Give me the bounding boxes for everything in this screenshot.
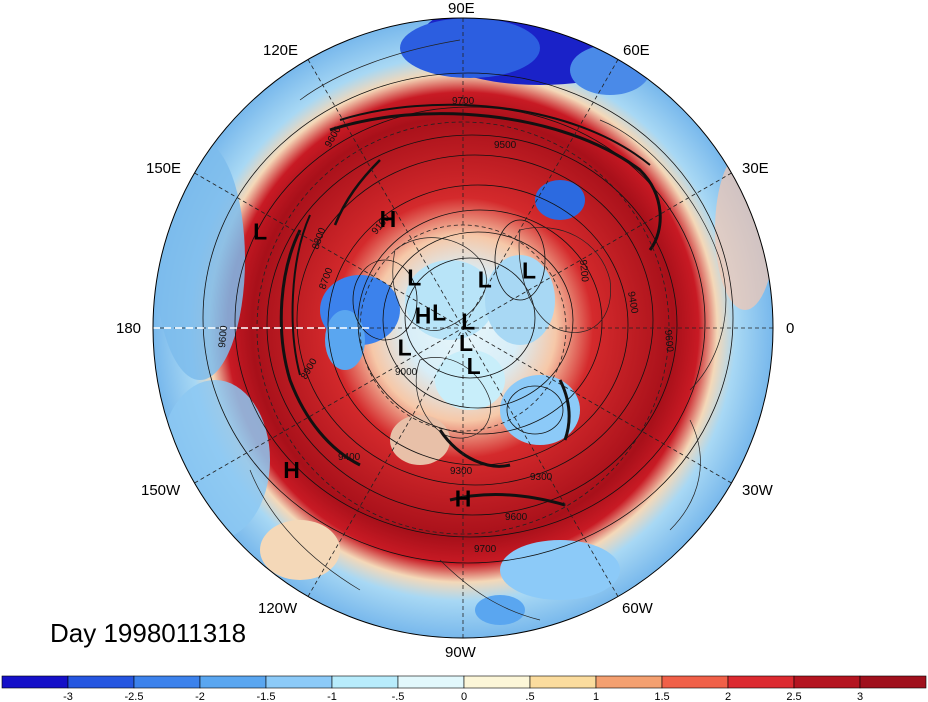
lon-label-120w: 120W <box>258 600 298 617</box>
lon-label-0: 0 <box>786 320 794 337</box>
colorbar-tick-label: 3 <box>857 691 863 702</box>
high-pressure-marker: H <box>415 302 432 328</box>
colorbar-tick-label: -2.5 <box>125 691 144 702</box>
lon-label-90e: 90E <box>448 0 475 17</box>
colorbar-tick-label: -.5 <box>392 691 405 702</box>
colorbar-swatch <box>595 675 663 689</box>
contour-label: 9200 <box>577 259 590 283</box>
height-contours <box>202 72 734 564</box>
colorbar-swatch <box>331 675 399 689</box>
colorbar-tick-label: -3 <box>63 691 73 702</box>
contour-label: 9000 <box>395 367 418 378</box>
colorbar-tick-label: 1.5 <box>654 691 669 702</box>
colorbar-tick-label: 2.5 <box>786 691 801 702</box>
contour-label: 9400 <box>338 452 361 463</box>
high-pressure-marker: H <box>380 206 397 232</box>
colorbar-tick-label: 0 <box>461 691 467 702</box>
low-pressure-marker: L <box>522 258 536 284</box>
colorbar-swatch <box>793 675 861 689</box>
contour-label: 9600 <box>662 329 675 353</box>
lon-label-30w: 30W <box>742 482 774 499</box>
colorbar-tick-label: -1 <box>327 691 337 702</box>
low-pressure-marker: L <box>407 264 421 290</box>
low-pressure-marker: L <box>467 353 481 379</box>
colorbar-swatch <box>661 675 729 689</box>
colorbar-tick-label: .5 <box>525 691 534 702</box>
colorbar-tick-label: 2 <box>725 691 731 702</box>
colorbar-swatch <box>859 675 927 689</box>
colorbar-swatch <box>67 675 135 689</box>
map-boundary <box>152 17 774 639</box>
low-pressure-marker: L <box>432 299 446 325</box>
colorbar-swatch <box>133 675 201 689</box>
contour-label: 9700 <box>452 96 475 107</box>
low-pressure-marker: L <box>461 309 475 335</box>
low-pressure-marker: L <box>459 330 473 356</box>
low-pressure-marker: L <box>398 334 412 360</box>
colorbar-swatch <box>727 675 795 689</box>
lon-label-60w: 60W <box>622 600 654 617</box>
colorbar-swatch <box>529 675 597 689</box>
high-pressure-marker: H <box>455 485 472 511</box>
colorbar-swatch <box>265 675 333 689</box>
coastlines <box>249 39 727 621</box>
contour-label: 9700 <box>474 544 497 555</box>
contour-label: 9300 <box>530 472 553 483</box>
high-pressure-marker: H <box>283 457 300 483</box>
graticule <box>153 18 773 638</box>
colorbar: -3 -2.5 -2 -1.5 -1 -.5 0 .5 1 1.5 2 2.5 3 <box>1 675 927 702</box>
lon-label-150e: 150E <box>146 160 181 177</box>
contour-label: 9500 <box>494 140 517 151</box>
lon-label-60e: 60E <box>623 42 650 59</box>
colorbar-swatch <box>397 675 465 689</box>
lon-label-30e: 30E <box>742 160 769 177</box>
lon-label-120e: 120E <box>263 42 298 59</box>
lon-label-180: 180 <box>116 320 141 337</box>
low-pressure-marker: L <box>478 266 492 292</box>
lon-label-150w: 150W <box>141 482 181 499</box>
contour-label: 9300 <box>450 466 473 477</box>
colorbar-tick-label: -1.5 <box>257 691 276 702</box>
colorbar-swatch <box>463 675 531 689</box>
contour-label: 9600 <box>217 325 230 349</box>
colorbar-tick-label: -2 <box>195 691 205 702</box>
low-pressure-marker: L <box>253 218 267 244</box>
colorbar-swatch <box>1 675 69 689</box>
colorbar-tick-label: 1 <box>593 691 599 702</box>
day-title: Day 1998011318 <box>50 618 247 648</box>
contour-label: 9600 <box>505 512 528 523</box>
longitude-labels: 90E 60E 30E 0 30W 60W 90W 120W 150W 180 … <box>116 0 794 661</box>
contour-label: 9400 <box>625 291 640 315</box>
colorbar-swatch <box>199 675 267 689</box>
lon-label-90w: 90W <box>445 644 477 661</box>
